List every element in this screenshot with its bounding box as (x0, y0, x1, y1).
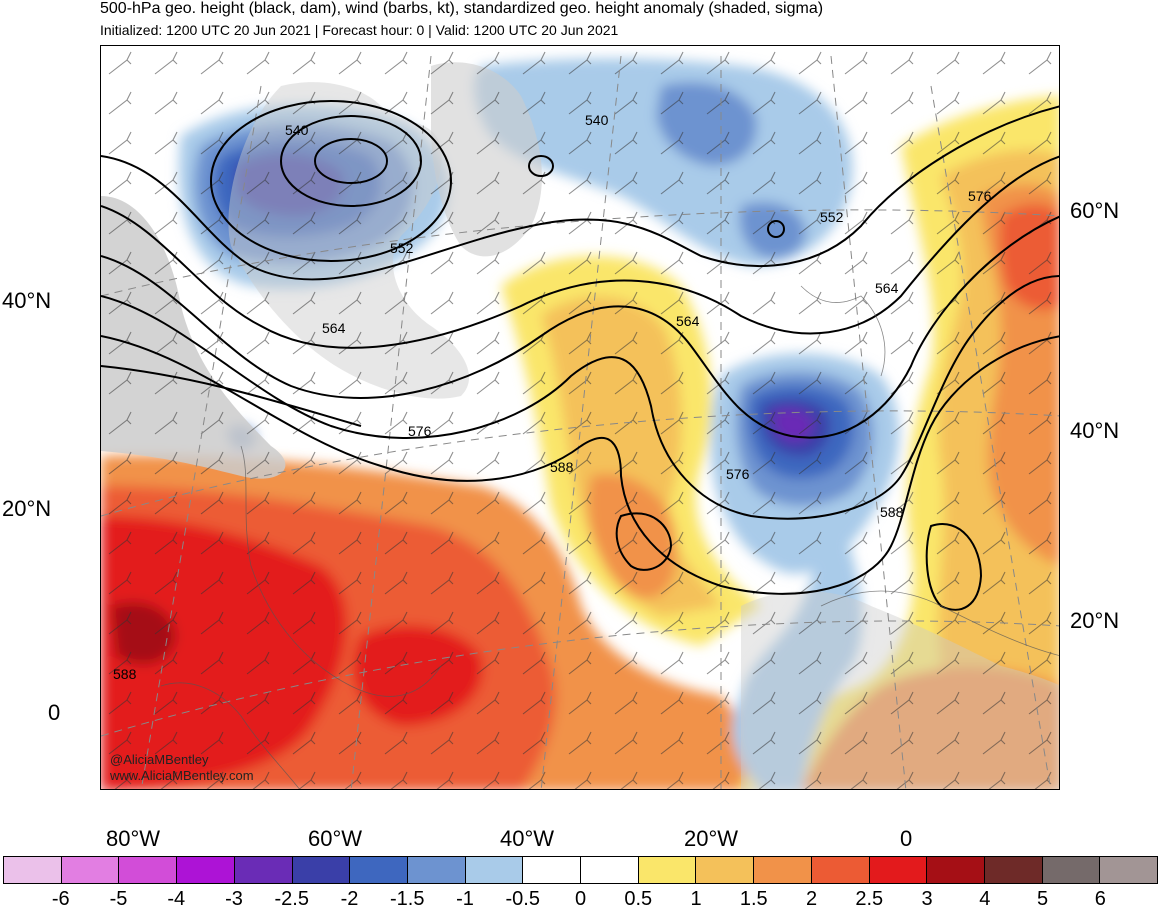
colorbar-tick-label: 6 (1094, 888, 1106, 910)
colorbar-swatch (234, 857, 293, 883)
weather-map (100, 45, 1060, 790)
colorbar-tick-label: -0.5 (505, 888, 540, 910)
lon-label: 20°W (684, 826, 739, 851)
colorbar-swatch (638, 857, 697, 883)
colorbar-swatch (350, 857, 408, 883)
colorbar-tick-label: -1 (456, 888, 474, 910)
colorbar-tick-label: 0 (574, 888, 587, 910)
colorbar-swatch (177, 857, 235, 883)
colorbar-swatch (927, 857, 985, 883)
colorbar-tick-label: 3 (921, 888, 933, 910)
map-subtitle: Initialized: 1200 UTC 20 Jun 2021 | Fore… (100, 22, 619, 38)
colorbar-tick-label: -1.5 (390, 888, 425, 910)
credit-handle: @AliciaMBentley (110, 752, 209, 767)
colorbar-swatch (984, 857, 1043, 883)
colorbar-swatch (119, 857, 178, 883)
colorbar-tick-label: -4 (167, 888, 186, 910)
colorbar-tick-label: 2 (805, 888, 818, 910)
colorbar-tick-label: -6 (51, 888, 70, 910)
colorbar-swatch (811, 857, 870, 883)
colorbar-tick-label: -5 (109, 888, 128, 910)
lat-label-right: 40°N (1070, 418, 1120, 443)
lon-label: 80°W (106, 826, 161, 851)
colorbar-swatch (1042, 857, 1101, 883)
contour-label: 576 (726, 466, 750, 482)
colorbar-swatch (465, 857, 524, 883)
anomaly-colorbar (3, 856, 1158, 884)
colorbar-swatch (4, 857, 62, 883)
colorbar-swatch (407, 857, 466, 883)
contour-label: 588 (550, 459, 574, 475)
colorbar-swatch (869, 857, 928, 883)
lat-label-right: 60°N (1070, 198, 1120, 223)
contour-label: 576 (408, 423, 432, 439)
colorbar-tick-label: 1 (690, 888, 702, 910)
contour-label: 540 (585, 112, 609, 128)
colorbar-tick-label: 5 (1036, 888, 1049, 910)
colorbar-tick-label: 1.5 (739, 888, 768, 910)
credit-website: www.AliciaMBentley.com (110, 768, 254, 783)
colorbar-swatch (754, 857, 812, 883)
lat-label-left: 20°N (2, 496, 52, 521)
colorbar-swatch (292, 857, 351, 883)
lat-label-left: 0 (48, 700, 61, 725)
colorbar-tick-label: 4 (979, 888, 991, 910)
colorbar-tick-label: -3 (225, 888, 243, 910)
contour-label: 552 (390, 240, 414, 256)
map-title: 500-hPa geo. height (black, dam), wind (… (100, 0, 824, 17)
lat-label-right: 20°N (1070, 608, 1120, 633)
colorbar-tick-label: -2.5 (274, 888, 309, 910)
lon-label: 60°W (308, 826, 363, 851)
contour-label: 588 (880, 504, 904, 520)
colorbar-tick-label: 2.5 (855, 888, 884, 910)
graticule (101, 55, 1059, 789)
contour-label: 552 (820, 209, 844, 225)
colorbar-swatch (1100, 857, 1158, 883)
colorbar-swatch (523, 857, 582, 883)
height-contours (101, 100, 1059, 611)
colorbar-swatch (696, 857, 755, 883)
lon-label: 0 (900, 826, 913, 851)
contour-label: 564 (875, 280, 899, 296)
colorbar-tick-label: -2 (340, 888, 359, 910)
colorbar-tick-label: 0.5 (624, 888, 653, 910)
colorbar-swatch (581, 857, 639, 883)
contour-label: 540 (285, 122, 309, 138)
wind-barbs (101, 46, 1059, 789)
lon-label: 40°W (500, 826, 555, 851)
contour-label: 576 (968, 188, 992, 204)
contour-label: 588 (113, 666, 137, 682)
lat-label-left: 40°N (2, 288, 52, 313)
colorbar-swatch (61, 857, 120, 883)
contour-label: 564 (676, 313, 700, 329)
contour-label: 564 (322, 320, 346, 336)
coastlines (160, 285, 1059, 789)
